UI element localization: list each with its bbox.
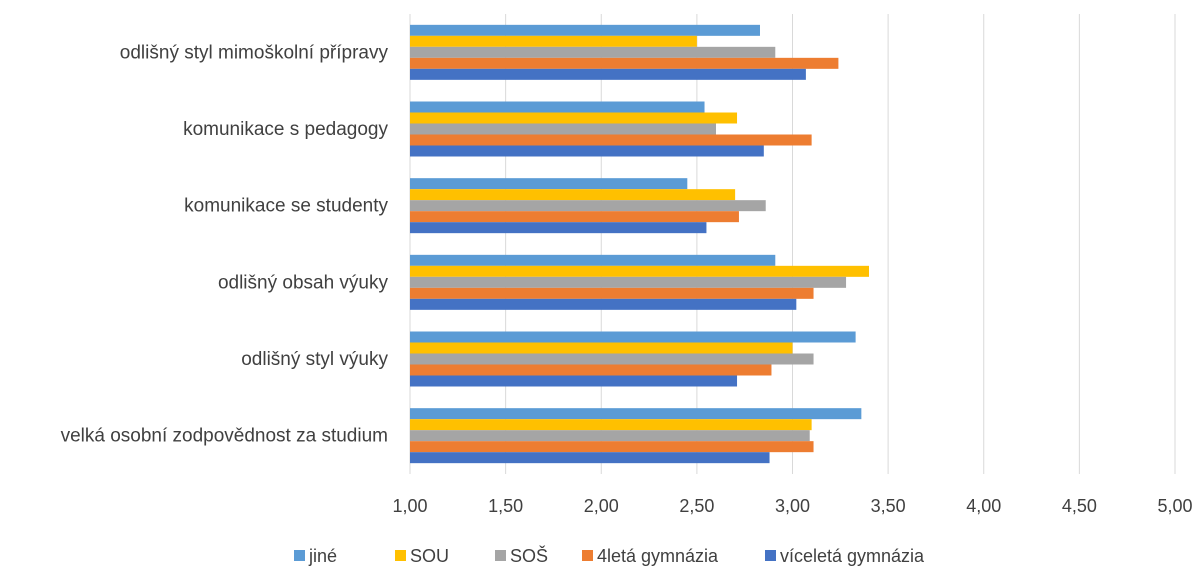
legend-swatch [495, 550, 506, 561]
bar [410, 276, 847, 288]
category-label: komunikace s pedagogy [183, 119, 388, 140]
x-tick-label: 2,00 [584, 496, 619, 516]
bar [410, 24, 760, 36]
bar [410, 35, 697, 47]
category-labels: odlišný styl mimoškolní přípravy komunika… [61, 42, 389, 446]
bar [410, 408, 862, 420]
legend-label: jiné [308, 546, 337, 566]
bar [410, 189, 736, 201]
x-tick-label: 2,50 [679, 496, 714, 516]
x-axis-ticks: 1,00 1,50 2,00 2,50 3,00 3,50 4,00 4,50 5,00 [392, 496, 1192, 516]
legend-swatch [765, 550, 776, 561]
legend-label: SOU [410, 546, 449, 566]
legend-swatch [582, 550, 593, 561]
legend-swatch [395, 550, 406, 561]
legend-label: SOŠ [510, 545, 548, 566]
x-tick-label: 3,00 [775, 496, 810, 516]
category-label: odlišný styl mimoškolní přípravy [120, 42, 389, 63]
bar [410, 101, 705, 113]
bar [410, 364, 772, 376]
bar [410, 265, 869, 277]
x-tick-label: 4,50 [1062, 496, 1097, 516]
bar [410, 287, 814, 299]
bar [410, 254, 776, 266]
bar [410, 134, 812, 146]
bar [410, 46, 776, 58]
bar [410, 145, 764, 157]
bar [410, 430, 810, 442]
bar [410, 342, 793, 354]
gridlines [409, 14, 1176, 474]
x-tick-label: 3,50 [871, 496, 906, 516]
legend-label: víceletá gymnázia [780, 546, 925, 566]
bar [410, 200, 766, 212]
x-tick-label: 1,00 [392, 496, 427, 516]
legend: jiné SOU SOŠ 4letá gymnázia víceletá gymnázi… [294, 545, 925, 566]
bar [410, 178, 688, 190]
legend-label: 4letá gymnázia [597, 546, 719, 566]
category-label: komunikace se studenty [184, 196, 388, 217]
bar [410, 331, 856, 343]
bars [410, 24, 869, 464]
bar [410, 441, 814, 453]
bar [410, 222, 707, 234]
bar [410, 57, 839, 69]
x-tick-label: 1,50 [488, 496, 523, 516]
bar [410, 298, 797, 310]
bar [410, 353, 814, 365]
category-label: velká osobní zodpovědnost za studium [61, 426, 388, 447]
bar [410, 123, 716, 135]
category-label: odlišný styl výuky [241, 349, 388, 370]
bar [410, 419, 812, 431]
bar [410, 68, 806, 80]
category-label: odlišný obsah výuky [218, 272, 389, 293]
bar [410, 452, 770, 464]
bar [410, 211, 739, 223]
bar [410, 375, 738, 387]
x-tick-label: 5,00 [1157, 496, 1192, 516]
bar [410, 112, 738, 124]
x-tick-label: 4,00 [966, 496, 1001, 516]
legend-swatch [294, 550, 305, 561]
